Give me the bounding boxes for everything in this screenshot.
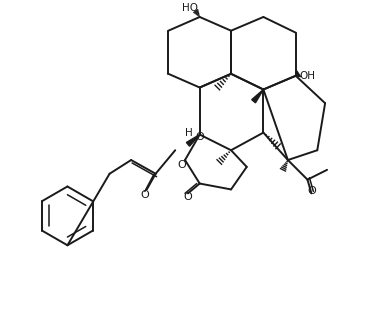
Text: HO: HO: [182, 3, 198, 13]
Text: H: H: [185, 128, 193, 138]
Polygon shape: [186, 134, 200, 146]
Text: O: O: [196, 132, 204, 142]
Polygon shape: [252, 90, 263, 103]
Text: O: O: [307, 186, 316, 197]
Text: O: O: [178, 160, 187, 170]
Text: O: O: [184, 192, 192, 202]
Text: OH: OH: [300, 71, 316, 81]
Text: O: O: [141, 190, 149, 200]
